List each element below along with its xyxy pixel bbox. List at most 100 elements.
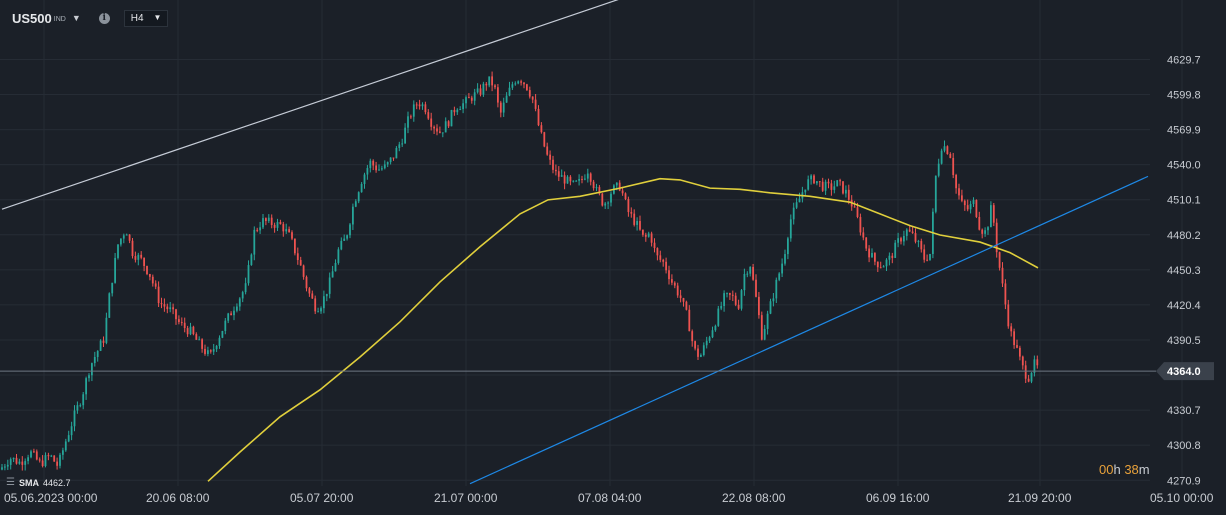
candle-body: [96, 350, 99, 357]
candle-body: [871, 253, 873, 258]
candle-body: [1030, 372, 1033, 382]
candle-body: [671, 279, 673, 283]
candlestick-series: [1, 71, 1039, 471]
candle-body: [569, 176, 572, 182]
candle-body: [969, 204, 972, 210]
candle-body: [85, 378, 87, 395]
candle-body: [578, 179, 580, 181]
candle-body: [259, 227, 261, 231]
indicator-settings-icon[interactable]: ☰: [6, 477, 15, 488]
candle-body: [1013, 331, 1015, 346]
info-icon[interactable]: i: [98, 12, 110, 24]
candle-body: [33, 451, 35, 453]
candle-body: [563, 175, 566, 184]
timeframe-select[interactable]: H4 ▼: [123, 9, 169, 27]
candle-body: [952, 157, 955, 176]
candle-body: [778, 273, 781, 280]
candle-body: [218, 337, 221, 346]
candle-body: [201, 339, 203, 349]
candle-body: [485, 83, 488, 86]
candle-body: [926, 259, 928, 261]
candle-body: [874, 253, 876, 262]
candle-body: [357, 192, 360, 202]
candle-body: [923, 249, 926, 260]
candle-body: [430, 118, 433, 127]
candle-body: [207, 350, 209, 354]
candle-body: [93, 356, 96, 364]
candle-body: [241, 292, 244, 299]
candle-body: [386, 162, 389, 165]
candle-body: [665, 261, 667, 271]
candle-body: [131, 240, 134, 257]
candle-body: [369, 160, 372, 169]
candle-body: [354, 201, 357, 207]
candle-body: [325, 293, 328, 297]
candle-body: [204, 348, 206, 354]
candle-body: [1036, 359, 1039, 366]
candle-body: [758, 296, 760, 316]
candle-body: [636, 221, 638, 225]
candle-body: [494, 85, 496, 88]
candle-body: [862, 232, 865, 238]
candle-body: [302, 265, 305, 277]
y-tick-label: 4569.9: [1167, 125, 1201, 137]
candle-body: [557, 171, 560, 177]
candle-body: [305, 276, 308, 289]
symbol-dropdown-icon[interactable]: ▼: [71, 13, 81, 23]
candle-body: [511, 84, 514, 88]
x-tick-label: 21.09 20:00: [1008, 491, 1072, 505]
candle-body: [729, 293, 731, 295]
candle-body: [389, 157, 392, 163]
candle-body: [540, 125, 543, 133]
price-axis: 4629.7 4599.8 4569.9 4540.0 4510.1 4480.2 4450…: [1167, 54, 1201, 487]
candle-body: [868, 248, 870, 258]
candle-body: [929, 253, 931, 260]
candle-body: [630, 212, 633, 214]
candle-body: [189, 326, 192, 335]
candle-body: [998, 252, 1001, 268]
candle-body: [456, 109, 459, 113]
candle-body: [1024, 365, 1027, 379]
x-tick-label: 05.07 20:00: [290, 491, 354, 505]
candle-body: [1019, 347, 1021, 357]
candle-body: [352, 206, 354, 225]
timer-minutes: 38: [1124, 462, 1139, 477]
candle-body: [552, 159, 554, 170]
x-tick-label: 07.08 04:00: [578, 491, 642, 505]
candle-body: [285, 229, 288, 232]
candle-body: [79, 405, 82, 407]
candle-body: [439, 131, 441, 133]
candle-body: [760, 315, 763, 340]
candle-body: [627, 199, 630, 213]
candle-body: [644, 234, 647, 237]
sma-legend[interactable]: ☰ SMA 4462.7: [6, 477, 71, 488]
candle-body: [209, 350, 212, 352]
candle-body: [59, 454, 61, 466]
chart-toolbar: US500 IND ▼ i H4 ▼: [0, 0, 169, 36]
candle-body: [102, 340, 105, 343]
candle-body: [905, 229, 908, 236]
candle-body: [621, 190, 624, 194]
candle-body: [647, 233, 650, 237]
candle-body: [978, 216, 981, 230]
candle-body: [273, 224, 276, 228]
candle-body: [752, 266, 754, 280]
candle-body: [499, 102, 502, 113]
candle-body: [311, 293, 314, 299]
candle-body: [650, 233, 653, 243]
candle-body: [987, 227, 989, 231]
candle-body: [186, 328, 189, 335]
symbol-name[interactable]: US500: [12, 10, 52, 26]
candle-body: [256, 229, 259, 231]
candle-body: [35, 451, 38, 460]
candle-body: [920, 241, 923, 250]
candle-body: [4, 466, 6, 468]
current-price-tag: 4364.0: [1156, 362, 1214, 381]
candle-body: [178, 319, 180, 323]
candle-body: [88, 375, 90, 379]
candle-body: [958, 188, 960, 196]
candle-body: [375, 165, 377, 171]
candle-body: [711, 330, 714, 338]
candle-body: [125, 234, 128, 236]
